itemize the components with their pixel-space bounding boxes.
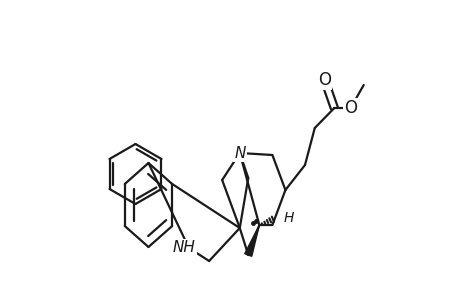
Text: H: H: [283, 211, 293, 225]
Text: O: O: [343, 99, 356, 117]
Text: N: N: [234, 146, 245, 160]
Text: NH: NH: [173, 241, 196, 256]
Polygon shape: [244, 225, 259, 256]
Text: O: O: [317, 71, 330, 89]
